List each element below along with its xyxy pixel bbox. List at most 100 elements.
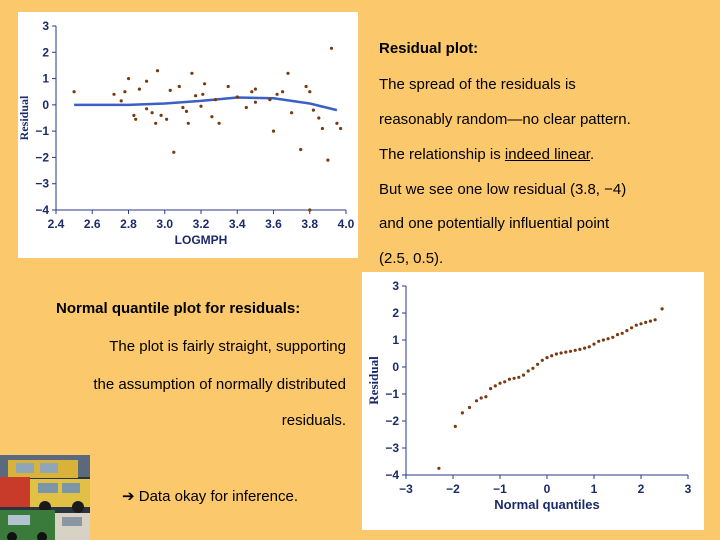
- data-point: [554, 352, 558, 356]
- y-tick-label: 1: [42, 72, 49, 86]
- data-point: [201, 92, 205, 96]
- data-point: [503, 380, 507, 384]
- x-tick-label: 2.8: [120, 217, 137, 231]
- residual-note-4: But we see one low residual (3.8, −4): [379, 181, 627, 198]
- data-point: [184, 109, 189, 113]
- data-point: [437, 466, 441, 470]
- data-point: [660, 307, 664, 311]
- data-point: [168, 88, 172, 92]
- data-point: [507, 377, 511, 381]
- data-point: [159, 113, 163, 117]
- residual-note-1: The spread of the residuals is: [379, 76, 576, 93]
- data-point: [592, 342, 596, 346]
- car-photo: [0, 455, 90, 540]
- data-point: [250, 90, 254, 94]
- data-point: [573, 348, 577, 352]
- normal-note-1: The plot is fairly straight, supporting: [109, 338, 346, 355]
- data-point: [615, 333, 620, 337]
- x-tick-label: 3.2: [193, 217, 210, 231]
- data-point: [235, 95, 239, 99]
- x-tick-label: 1: [591, 482, 598, 496]
- data-point: [634, 323, 638, 327]
- data-point: [521, 373, 526, 377]
- x-tick-label: 3.4: [229, 217, 246, 231]
- y-tick-label: −2: [385, 414, 399, 428]
- data-point: [137, 87, 141, 91]
- data-point: [186, 121, 190, 125]
- data-point: [154, 121, 158, 125]
- data-point: [123, 90, 127, 94]
- y-tick-label: 3: [392, 279, 399, 293]
- data-point: [145, 79, 149, 83]
- data-point: [335, 121, 339, 125]
- x-tick-label: 0: [544, 482, 551, 496]
- data-point: [606, 337, 610, 341]
- data-point: [126, 77, 131, 81]
- data-point: [568, 349, 573, 353]
- conclusion: ➔ Data okay for inference.: [122, 487, 298, 505]
- x-tick-label: 3: [685, 482, 692, 496]
- x-axis-label: Normal quantiles: [494, 497, 599, 512]
- data-point: [653, 318, 657, 322]
- y-tick-label: −3: [35, 177, 49, 191]
- x-tick-label: 2.6: [84, 217, 101, 231]
- y-tick-label: 0: [392, 360, 399, 374]
- data-point: [531, 366, 535, 370]
- y-tick-label: 2: [392, 306, 399, 320]
- data-point: [583, 346, 587, 350]
- data-point: [304, 84, 308, 89]
- x-tick-label: 2: [638, 482, 645, 496]
- x-tick-label: 3.0: [156, 217, 173, 231]
- data-point: [320, 126, 324, 131]
- data-point: [244, 105, 248, 110]
- x-tick-label: −1: [493, 482, 507, 496]
- data-point: [145, 107, 149, 111]
- data-point: [253, 87, 257, 91]
- data-point: [177, 84, 181, 89]
- data-point: [540, 358, 544, 362]
- x-tick-label: −3: [399, 482, 413, 496]
- data-point: [268, 98, 272, 102]
- data-point: [72, 90, 76, 94]
- data-point: [275, 92, 279, 96]
- data-point: [119, 99, 123, 103]
- data-point: [165, 117, 169, 121]
- x-tick-label: 3.6: [265, 217, 282, 231]
- data-point: [308, 208, 312, 212]
- data-point: [453, 424, 457, 428]
- data-point: [512, 376, 516, 380]
- data-point: [172, 150, 176, 154]
- normal-quantile-panel: −3 −2 −1 0 1 2 3 3 2 1 0 −1 −2 −3 −4 Normal quantiles Re…: [362, 272, 704, 530]
- data-point: [597, 339, 601, 343]
- residual-note-3-pre: The relationship is: [379, 146, 505, 163]
- data-point: [611, 335, 615, 339]
- data-point: [217, 121, 221, 125]
- residual-note-3-post: .: [589, 146, 595, 163]
- data-point: [317, 116, 321, 120]
- data-point: [329, 46, 334, 50]
- y-tick-label: 0: [42, 98, 49, 112]
- data-point: [199, 104, 203, 108]
- data-point: [299, 147, 303, 152]
- data-point: [460, 411, 464, 415]
- data-point: [578, 347, 582, 351]
- normal-note-2: the assumption of normally distributed: [93, 376, 346, 393]
- residual-plot: 2.4 2.6 2.8 3.0 3.2 3.4 3.6 3.8 4.0 3 2 1 0 −1 −2 −3 −4 L…: [18, 19, 355, 247]
- data-point: [213, 98, 218, 102]
- data-point: [339, 126, 343, 131]
- data-point: [194, 94, 198, 98]
- data-point: [281, 90, 285, 94]
- y-axis-label: Residual: [366, 356, 381, 405]
- residual-note-3: The relationship is indeed linear.: [379, 146, 594, 163]
- data-point: [630, 326, 634, 330]
- residual-note-2: reasonably random—no clear pattern.: [379, 111, 631, 128]
- y-tick-label: −4: [35, 203, 49, 217]
- x-tick-label: −2: [446, 482, 460, 496]
- conclusion-text: Data okay for inference.: [138, 488, 299, 505]
- data-point: [545, 356, 549, 360]
- data-point: [203, 82, 207, 86]
- data-point: [112, 92, 116, 96]
- data-point: [648, 319, 652, 323]
- residual-note-6: (2.5, 0.5).: [379, 250, 444, 267]
- residual-plot-heading: Residual plot:: [379, 40, 479, 57]
